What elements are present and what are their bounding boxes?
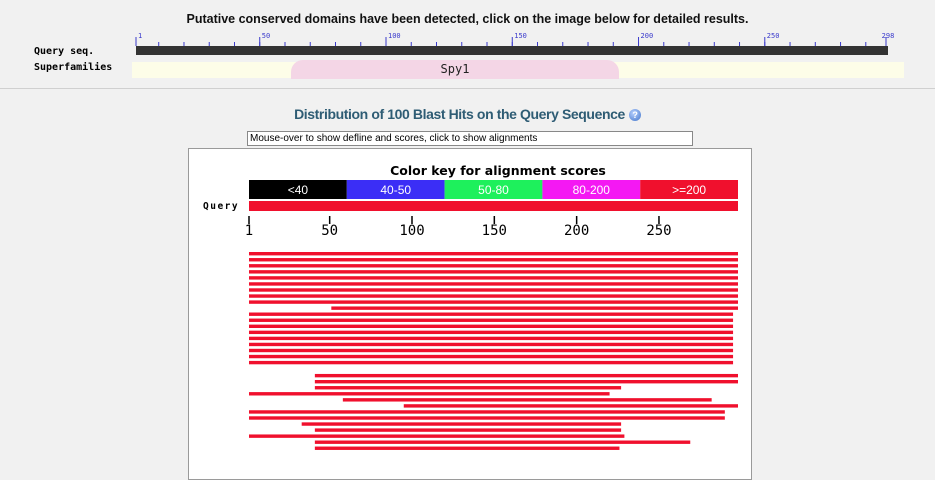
blast-hit-bar[interactable] [314,380,738,384]
blast-hit-bar[interactable] [403,404,738,408]
blast-hit-bar[interactable] [331,306,738,310]
blast-hit-bar[interactable] [249,270,738,274]
blast-distribution-title: Distribution of 100 Blast Hits on the Qu… [0,106,935,122]
query-seq-bar[interactable] [136,46,888,55]
section-divider [0,88,935,89]
blast-hit-bar[interactable] [249,342,734,347]
blast-hit-bar[interactable] [249,324,734,328]
color-key-label: 50-80 [478,183,509,197]
blast-hit-bar[interactable] [314,386,622,390]
blast-hit-bar[interactable] [314,446,620,450]
question-mark-icon[interactable]: ? [628,109,641,121]
blast-hit-bar[interactable] [249,434,625,438]
blast-hits-graphic[interactable]: Color key for alignment scores <40 40-50 50… [189,149,751,479]
blast-hit-bar[interactable] [342,398,712,402]
blast-hit-bar[interactable] [301,422,622,426]
blast-hit-bar[interactable] [249,318,734,322]
blast-hit-bar[interactable] [249,354,734,359]
color-key-label: 80-200 [573,183,611,197]
query-bar[interactable] [249,201,738,211]
color-key-label: >=200 [672,183,706,197]
blast-hit-bar[interactable] [249,410,725,414]
blast-hit-bar[interactable] [249,416,725,420]
ruler-tick-label: 250 [767,32,780,40]
ruler-tick-label: 50 [262,32,270,40]
color-key-label: <40 [288,183,309,197]
color-key-swatch [346,180,445,199]
axis-tick-label: 150 [482,223,507,239]
cdd-ruler[interactable]: 1 50 100 150 200 250 298 [0,32,935,58]
color-key-swatch [249,180,347,199]
blast-hit-bar[interactable] [314,373,738,378]
blast-hit-bar[interactable] [249,276,738,280]
query-label: Query [203,201,239,212]
ruler-tick-label: 100 [388,32,401,40]
color-key-swatch [640,180,738,199]
blast-hit-bar[interactable] [249,330,734,335]
blast-hit-bar[interactable] [249,252,738,256]
blast-hit-bar[interactable] [314,440,691,444]
ruler-tick-label: 200 [641,32,654,40]
query-seq-label: Query seq. [34,46,95,57]
blast-hit-bar[interactable] [249,258,738,262]
blast-hit-bar[interactable] [249,348,734,353]
color-key-swatch [444,180,543,199]
blast-hit-bar[interactable] [249,312,734,316]
ruler-tick-label: 298 [882,32,895,40]
blast-hit-bar[interactable] [249,360,734,365]
color-key-swatch [542,180,641,199]
color-key-title: Color key for alignment scores [390,163,606,178]
axis-tick-label: 250 [646,223,671,239]
blast-hits-panel[interactable]: Color key for alignment scores <40 40-50 50… [188,148,752,480]
blast-hit-bar[interactable] [249,392,610,396]
axis-tick-label: 200 [564,223,589,239]
blast-hit-bar[interactable] [249,282,738,286]
cdd-ruler-graphic: 1 50 100 150 200 250 298 [135,32,895,46]
axis-tick-label: 1 [245,223,253,239]
axis-tick-label: 50 [321,223,338,239]
ruler-tick-label: 150 [514,32,527,40]
blast-hit-bar[interactable] [249,300,738,304]
blast-hit-bar[interactable] [249,336,734,341]
cdd-title: Putative conserved domains have been det… [186,12,749,26]
color-key-label: 40-50 [380,183,411,197]
defline-display-input[interactable] [247,131,693,146]
blast-distribution-title-text: Distribution of 100 Blast Hits on the Qu… [294,106,625,122]
blast-hit-bar[interactable] [314,428,622,432]
axis-tick-label: 100 [399,223,424,239]
ruler-tick-label: 1 [138,32,142,40]
superfamilies-label: Superfamilies [34,62,113,73]
blast-hit-bar[interactable] [249,264,738,268]
superfamily-spy1[interactable]: Spy1 [291,60,619,79]
blast-hit-bar[interactable] [249,294,738,298]
blast-hit-bar[interactable] [249,288,738,292]
